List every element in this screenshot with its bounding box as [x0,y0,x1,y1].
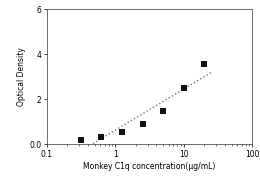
Point [161,109,165,112]
Point [120,130,124,133]
X-axis label: Monkey C1q concentration(μg/mL): Monkey C1q concentration(μg/mL) [83,162,216,171]
Point [140,123,145,126]
Point [79,139,83,142]
Y-axis label: Optical Density: Optical Density [17,47,26,106]
Point [202,63,206,66]
Point [182,87,186,90]
Point [99,136,103,139]
